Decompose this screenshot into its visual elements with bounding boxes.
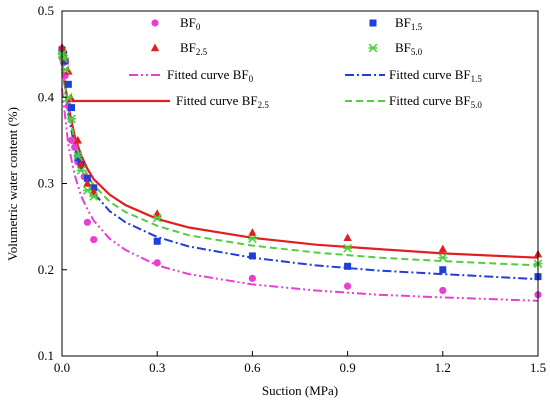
y-tick-label: 0.2 — [38, 262, 54, 277]
data-point-series-1 — [83, 174, 91, 182]
data-point-series-2 — [76, 160, 86, 168]
plot-frame — [61, 10, 539, 357]
legend-label-0: BF0 — [180, 15, 201, 32]
data-point-series-1 — [439, 266, 447, 274]
data-point-series-0 — [90, 235, 98, 244]
data-point-series-2 — [64, 66, 73, 75]
legend-label-3: BF5.0 — [395, 40, 423, 57]
legend-curve-label-3: Fitted curve BF5.0 — [389, 93, 482, 110]
data-point-series-2 — [438, 244, 447, 253]
data-point-series-3 — [73, 151, 83, 161]
legend-label-1: BF1.5 — [395, 15, 423, 32]
legend-curve-label-0: Fitted curve BF0 — [167, 67, 254, 84]
legend-marker-0 — [151, 19, 159, 27]
y-axis-title: Volumetric water content (%) — [5, 107, 20, 261]
x-tick-label: 0.9 — [339, 360, 355, 375]
axes: 0.1 0.2 0.3 0.4 0.5 0.0 0.3 0.6 0.9 1.2 1.5 — [38, 3, 546, 375]
data-point-series-3 — [67, 114, 76, 124]
y-tick-label: 0.5 — [38, 3, 54, 18]
data-point-series-3 — [89, 192, 99, 201]
data-point-series-1 — [64, 80, 72, 88]
data-point-series-1 — [153, 237, 161, 245]
legend-label-2: BF2.5 — [180, 40, 208, 57]
data-point-series-3 — [76, 166, 86, 175]
data-point-series-0 — [439, 286, 447, 295]
data-point-series-3 — [59, 54, 68, 63]
data-point-series-2 — [343, 233, 352, 242]
legend-curve-label-1: Fitted curve BF1.5 — [389, 67, 482, 84]
data-point-series-2 — [73, 135, 83, 144]
y-tick-label: 0.3 — [38, 176, 54, 191]
x-tick-label: 0.0 — [54, 360, 70, 375]
y-tick-label: 0.4 — [38, 89, 55, 104]
data-point-series-0 — [344, 282, 352, 290]
data-point-series-3 — [343, 243, 352, 253]
legend-marker-2 — [150, 43, 160, 52]
data-point-series-1 — [344, 262, 352, 270]
x-tick-label: 0.6 — [244, 360, 261, 375]
data-point-series-0 — [83, 218, 91, 226]
data-point-series-0 — [67, 136, 76, 144]
legend-marker-3 — [368, 43, 378, 53]
y-tick-label: 0.1 — [38, 348, 54, 363]
x-axis-title: Suction (MPa) — [262, 383, 338, 398]
fitted-curve-line-0 — [61, 88, 539, 302]
legend: BF0 BF1.5 BF2.5 BF5.0 Fitted curve BF0 Fitted… — [72, 15, 482, 110]
data-point-series-1 — [74, 154, 82, 162]
x-tick-label: 0.3 — [149, 360, 165, 375]
data-point-series-0 — [153, 259, 161, 267]
data-point-series-2 — [83, 179, 92, 187]
legend-marker-1 — [369, 19, 377, 27]
data-point-series-1 — [248, 252, 256, 260]
fitted-curve-line-3 — [61, 62, 539, 267]
data-point-series-3 — [438, 253, 448, 263]
x-tick-label: 1.5 — [530, 360, 546, 375]
data-point-series-1 — [68, 104, 76, 112]
data-point-series-0 — [248, 274, 256, 282]
plot-area — [57, 42, 543, 302]
data-point-series-2 — [248, 228, 257, 236]
data-point-series-0 — [71, 143, 79, 151]
legend-curve-label-2: Fitted curve BF2.5 — [176, 93, 269, 110]
data-point-series-3 — [152, 213, 162, 223]
x-tick-label: 1.2 — [435, 360, 451, 375]
data-point-series-3 — [248, 234, 257, 244]
